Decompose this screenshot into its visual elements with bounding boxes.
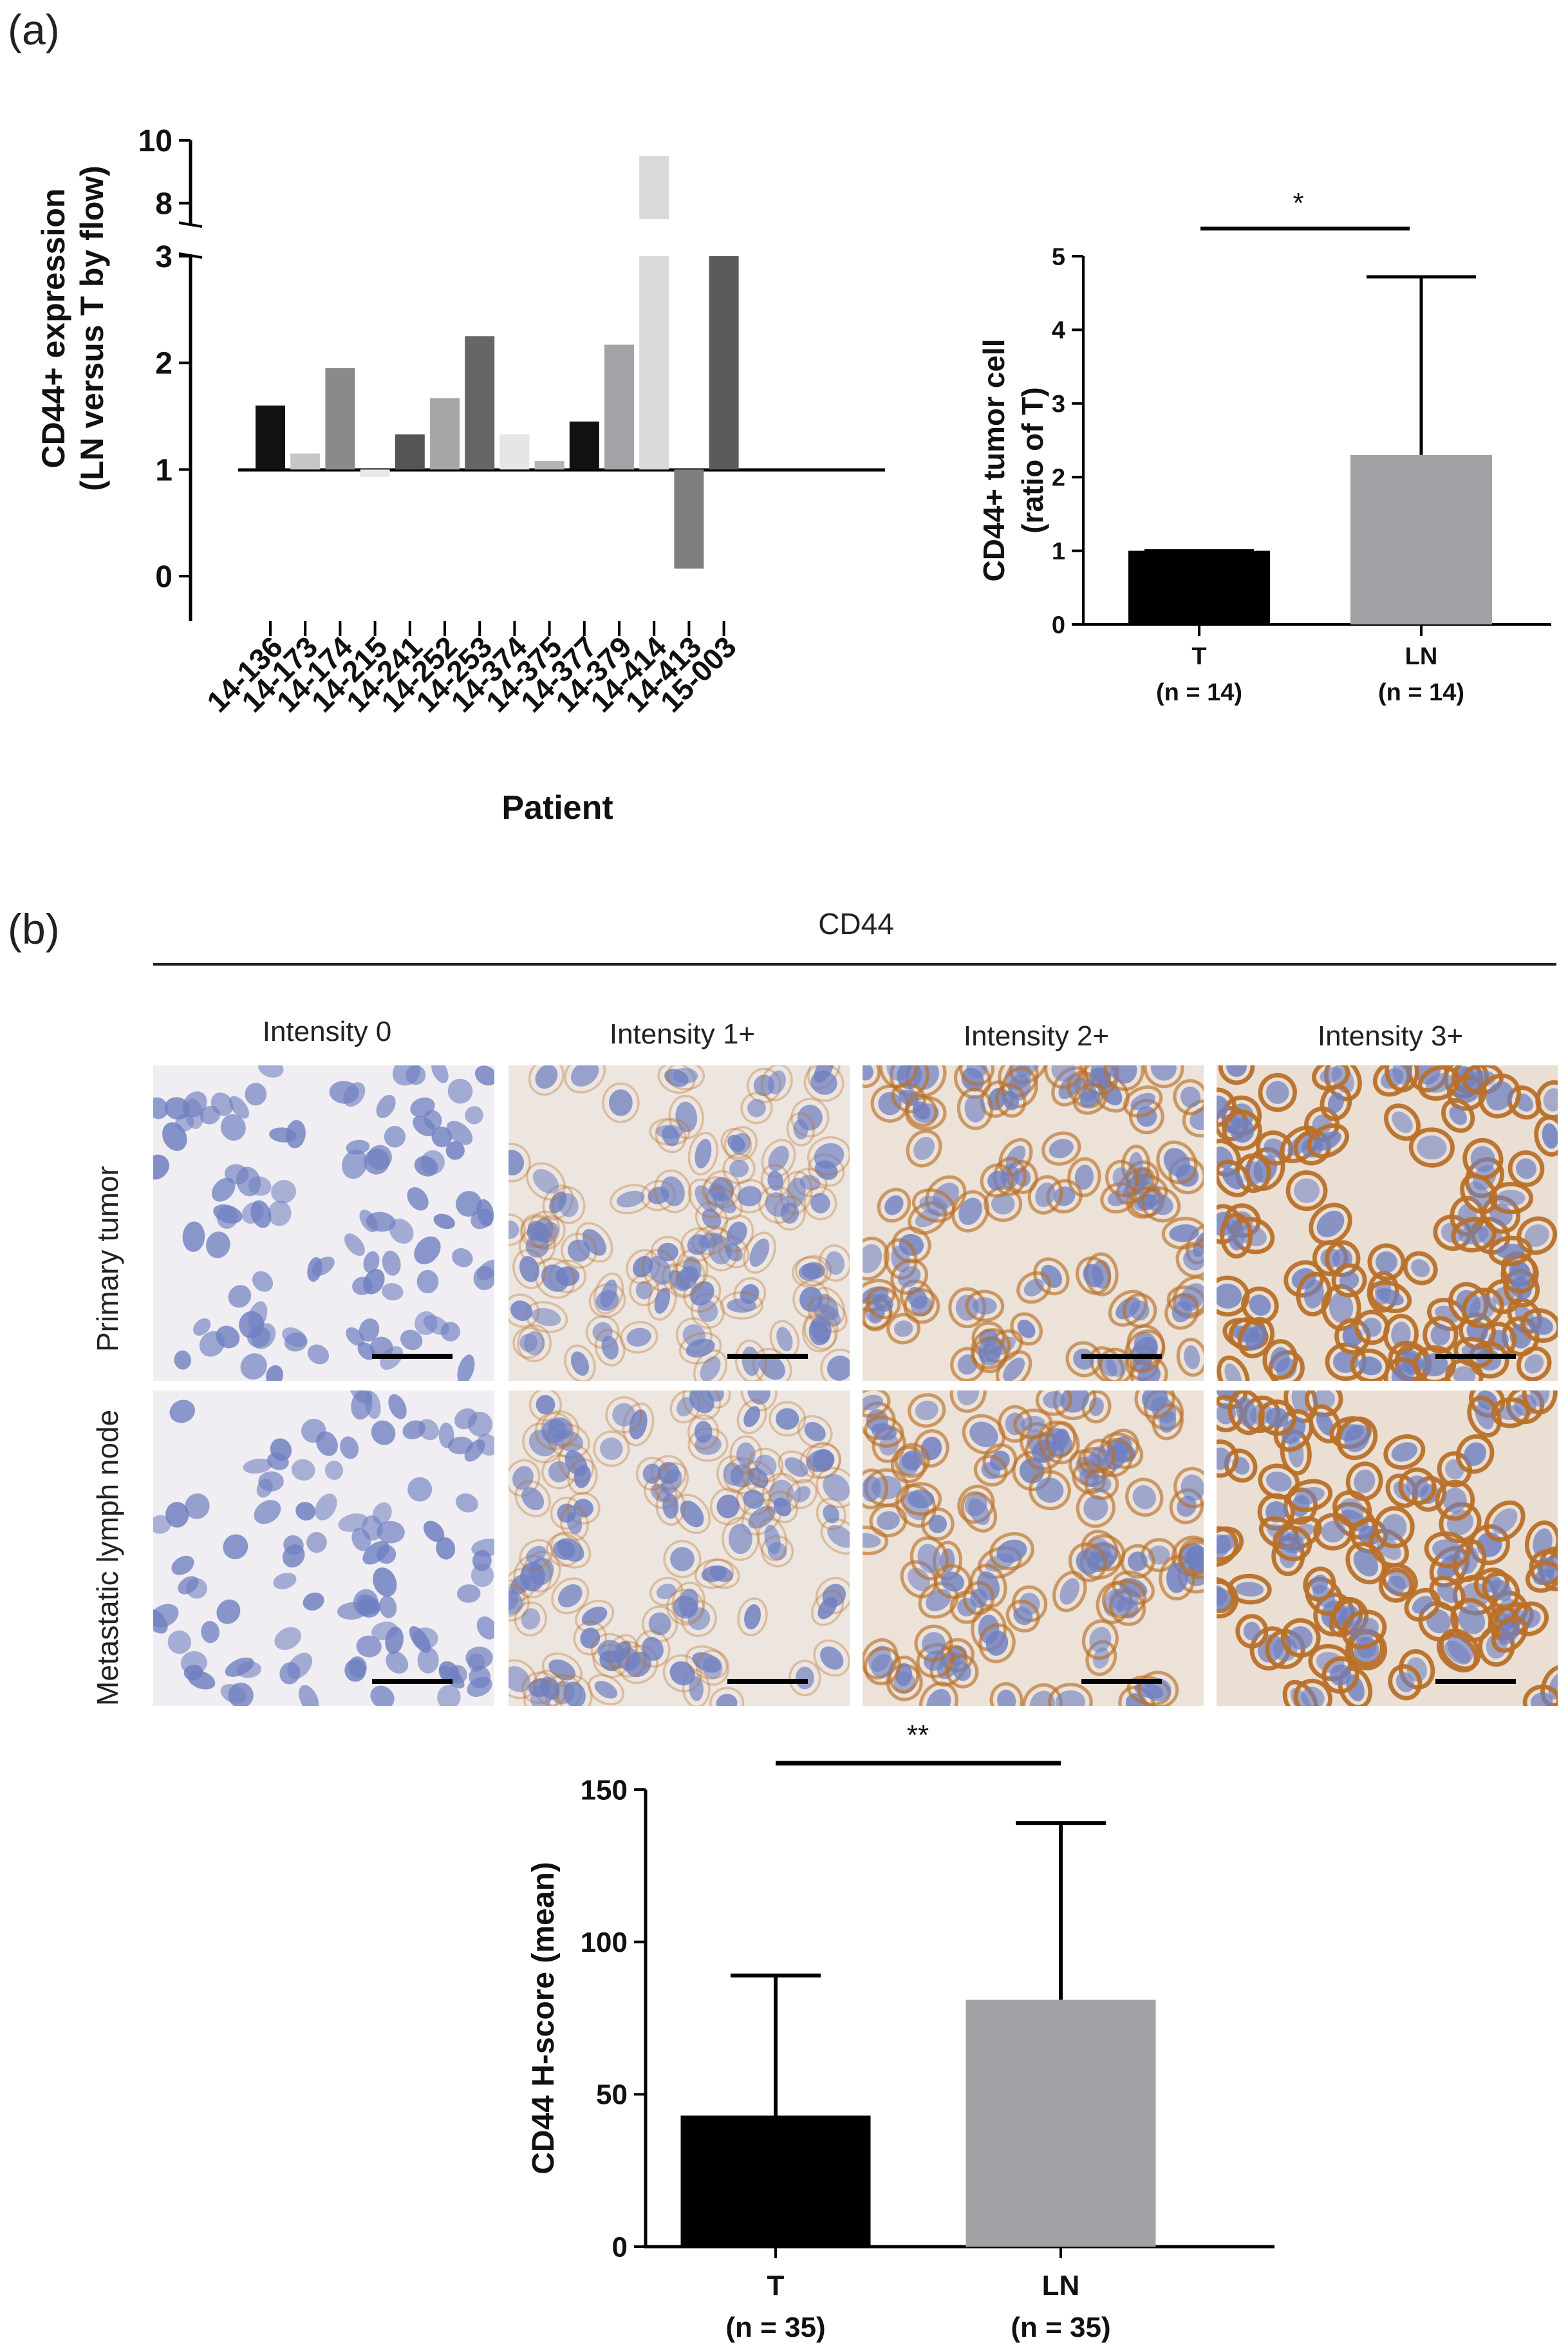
a1-y-tick-label: 3 xyxy=(155,240,173,274)
a1-bar xyxy=(499,434,530,470)
a1-y-tick-label: 2 xyxy=(155,347,173,381)
column-label-intensity-2: Intensity 2+ xyxy=(963,1020,1110,1052)
a1-x-axis-label: Patient xyxy=(501,789,613,827)
a1-bar xyxy=(256,405,285,470)
b-ylabel: CD44 H-score (mean) xyxy=(527,1862,561,2174)
a2-significance-label: * xyxy=(1293,187,1303,219)
b-n-label: (n = 35) xyxy=(725,2312,825,2343)
b-y-tick-label: 0 xyxy=(612,2231,628,2263)
a1-y-tick-label: 10 xyxy=(138,124,173,158)
a2-bar-t xyxy=(1128,550,1270,624)
ihc-image-primary-tumor-intensity-2 xyxy=(863,1065,1204,1381)
a1-ylabel-line1: CD44+ expression xyxy=(35,189,71,469)
a1-bar xyxy=(709,256,739,470)
ihc-image-primary-tumor-intensity-1 xyxy=(509,1065,850,1381)
a1-bar xyxy=(395,434,425,470)
a2-bar-ln xyxy=(1350,454,1492,624)
panel-b-label: (b) xyxy=(8,905,60,953)
a2-y-tick-label: 2 xyxy=(1052,465,1065,492)
a1-bar xyxy=(325,368,355,470)
chart-a1: CD44+ expression (LN versus T by flow) 0… xyxy=(35,124,885,827)
a1-bar xyxy=(569,421,599,470)
ihc-image-lymph-node-intensity-3 xyxy=(1217,1390,1558,1706)
a1-bar xyxy=(604,344,634,470)
b-y-tick-label: 50 xyxy=(596,2079,628,2111)
column-label-intensity-3: Intensity 3+ xyxy=(1317,1020,1464,1052)
b-significance-label: ** xyxy=(907,1719,929,1751)
a1-y-tick-label: 8 xyxy=(155,187,173,221)
a1-axis-break-top xyxy=(178,221,203,228)
a2-ylabel-line1: CD44+ tumor cell xyxy=(977,339,1011,581)
column-label-intensity-1: Intensity 1+ xyxy=(609,1018,756,1050)
b-x-category-label: T xyxy=(767,2270,785,2301)
a1-bar xyxy=(674,469,704,569)
a2-y-tick-label: 1 xyxy=(1052,538,1065,565)
a1-bar xyxy=(534,461,565,470)
a1-bar xyxy=(290,453,321,470)
a1-bar xyxy=(430,398,460,470)
chart-a2: CD44+ tumor cell (ratio of T) 0 1 2 3 4 5 T (n… xyxy=(977,187,1551,706)
a2-n-label: (n = 14) xyxy=(1378,679,1464,706)
panel-b-header-rule xyxy=(153,963,1556,966)
panel-b-marker-label: CD44 xyxy=(818,907,894,941)
a1-bar xyxy=(639,256,669,470)
ihc-image-lymph-node-intensity-0 xyxy=(153,1390,494,1706)
ihc-image-primary-tumor-intensity-0 xyxy=(153,1065,494,1381)
a2-n-label: (n = 14) xyxy=(1156,679,1242,706)
a2-x-category-label: T xyxy=(1191,643,1206,670)
b-bar-ln xyxy=(966,1999,1156,2247)
column-label-intensity-0: Intensity 0 xyxy=(262,1016,392,1047)
row-label-metastatic-lymph-node: Metastatic lymph node xyxy=(91,1409,124,1706)
a2-y-tick-label: 5 xyxy=(1052,243,1065,270)
ihc-image-primary-tumor-intensity-3 xyxy=(1217,1065,1558,1381)
b-x-category-label: LN xyxy=(1042,2270,1080,2301)
row-label-primary-tumor: Primary tumor xyxy=(91,1166,124,1352)
a1-y-axis-label: CD44+ expression (LN versus T by flow) xyxy=(35,165,110,491)
b-n-label: (n = 35) xyxy=(1011,2312,1110,2343)
a2-y-tick-label: 0 xyxy=(1052,612,1065,639)
a1-bar xyxy=(360,469,390,477)
b-y-tick-label: 100 xyxy=(581,1927,628,1958)
a2-y-tick-label: 3 xyxy=(1052,391,1065,418)
ihc-image-lymph-node-intensity-1 xyxy=(509,1390,850,1706)
b-y-tick-label: 150 xyxy=(581,1774,628,1806)
a2-y-tick-label: 4 xyxy=(1052,317,1065,344)
a2-x-category-label: LN xyxy=(1405,643,1438,670)
a1-y-tick-label: 0 xyxy=(155,560,173,594)
b-bar-t xyxy=(680,2115,871,2247)
panel-a-label: (a) xyxy=(8,6,60,53)
a1-ylabel-line2: (LN versus T by flow) xyxy=(74,165,110,491)
ihc-image-lymph-node-intensity-2 xyxy=(863,1390,1204,1706)
a2-ylabel-line2: (ratio of T) xyxy=(1016,387,1049,533)
a1-y-tick-label: 1 xyxy=(155,453,173,487)
a1-bar-upper xyxy=(639,156,669,219)
a1-bar xyxy=(465,336,495,470)
chart-b: CD44 H-score (mean) 0 50 100 150 T (n = 35) L… xyxy=(527,1719,1274,2343)
